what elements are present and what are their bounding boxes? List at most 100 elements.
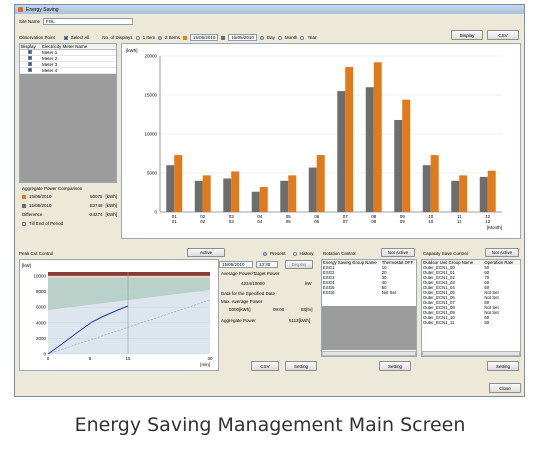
peak-cut-chart: [kW] 10000 8000 6000 4000 2000 00 5 15 30[min] [22,263,213,367]
y-tick-label: 5000 [147,171,158,176]
capacity-setting-button[interactable]: Setting [487,361,519,371]
peak-time-field[interactable]: 13:30 [256,261,278,268]
rotation-row[interactable]: ESG3 30 [322,275,416,280]
meter-list-item[interactable]: Meter 2 [20,56,116,62]
x-tick-label-2: 12 [485,219,491,224]
capacity-scrollbar[interactable] [422,351,520,356]
close-button[interactable]: Close [489,383,521,393]
bar [202,175,211,212]
peak-date-field[interactable]: 15/05/2010 [219,261,253,268]
energy-saving-window: Energy Saving Site Name FOL Observation … [14,4,525,397]
present-history-row: Present History [263,251,314,256]
window-title: Energy Saving [26,6,59,13]
rotation-row[interactable]: ESG1 10 [322,265,416,270]
max-avg-percent: 88[%] [301,307,313,312]
rotation-col2: Thermostat OFF [381,260,414,265]
meter-checkbox[interactable] [28,68,32,72]
x-tick-label-2: 08 [371,219,377,224]
csv-button[interactable]: CSV [487,30,519,40]
max-avg-value: 5000[kWh] [229,307,251,312]
peak-setting-button[interactable]: Setting [285,361,317,371]
x-tick-label-2: 03 [229,219,235,224]
meter-list-item[interactable]: Meter 1 [20,50,116,56]
site-name-field[interactable]: FOL [43,18,134,25]
rotation-value: 10 [381,265,387,270]
date2-picker[interactable]: 15/05/2010 [228,34,257,41]
peak-date-row: 15/05/2010 13:30 [219,261,278,268]
meter-list-item[interactable]: Meter 3 [20,62,116,68]
capacity-row[interactable]: Outer_ECN1_04 50 [422,285,520,290]
meter-checkbox[interactable] [28,62,32,66]
peak-display-button[interactable]: Display [285,260,313,269]
bar [223,178,232,212]
capacity-rate: 70 [484,275,490,280]
display-button[interactable]: Display [451,30,483,40]
capacity-row[interactable]: Outer_ECN1_00 50 [422,265,520,270]
x-tick-label: 04 [257,214,263,219]
one-item-radio[interactable] [135,35,140,40]
x-tick-label: 02 [200,214,206,219]
peak-x-unit: [min] [200,362,210,367]
x-tick-label: 03 [229,214,235,219]
rotation-value: 40 [381,280,387,285]
capacity-row[interactable]: Outer_ECN1_03 60 [422,280,520,285]
rotation-empty-area [322,306,416,350]
bar [394,119,403,212]
month-radio[interactable] [277,35,282,40]
meter-list-header: Display Electricity Meter Name [20,44,116,50]
rotation-setting-button[interactable]: Setting [379,361,411,371]
capacity-row[interactable]: Outer_ECN1_08 Not Set [422,305,520,310]
year-radio[interactable] [300,35,305,40]
aggregate-row-1: 15/05/2010 50075 [kWh] [22,194,117,199]
capacity-row[interactable]: Outer_ECN1_10 60 [422,315,520,320]
aggregate-power-value: 6113[kWh] [289,318,311,323]
bar [316,155,325,212]
meter-list-item[interactable]: Meter 4 [20,68,116,74]
capacity-row[interactable]: Outer_ECN1_05 Not Set [422,290,520,295]
y-axis-unit: [kWh] [126,48,138,53]
peak-y-unit: [kW] [22,263,31,268]
capacity-rate: 50 [484,265,490,270]
y-tick-label: 20000 [144,54,157,59]
app-icon [18,7,23,12]
series1-color-swatch [221,35,226,40]
capacity-rate: 80 [484,300,490,305]
date1-picker[interactable]: 15/05/2010 [189,34,219,41]
history-radio[interactable] [292,251,297,256]
meter-checkbox[interactable] [28,50,32,54]
capacity-row[interactable]: Outer_ECN1_06 Not Set [422,295,520,300]
rotation-row[interactable]: ESG4 40 [322,280,416,285]
avg-target-value: 4234/10000 [241,281,265,286]
title-bar: Energy Saving [15,5,524,14]
rotation-row[interactable]: ESG2 20 [322,270,416,275]
rotation-row[interactable]: ESG6 Not Set [322,290,416,295]
till-end-checkbox[interactable] [22,221,26,226]
max-avg-label: Max. Average Power [221,299,263,304]
capacity-row[interactable]: Outer_ECN1_07 80 [422,300,520,305]
peak-csv-button[interactable]: CSV [251,361,279,371]
present-radio[interactable] [263,251,267,256]
one-item-label: 1 Item [142,35,156,40]
meter-checkbox[interactable] [28,56,32,60]
predicted-trend-line [47,299,211,355]
capacity-row[interactable]: Outer_ECN1_11 50 [422,320,520,325]
agg-unit-2: [kWh] [105,203,117,208]
controls-row: Observation Point Select All No. of Disp… [19,34,317,41]
target-band [48,278,210,310]
capacity-row[interactable]: Outer_ECN1_09 Not Set [422,310,520,315]
capacity-col2: Operation Rate [484,260,514,265]
bar [451,180,460,212]
rotation-value: 20 [381,270,387,275]
rotation-scrollbar[interactable] [322,351,416,356]
capacity-row[interactable]: Outer_ECN1_02 70 [422,275,520,280]
rotation-group-name: ESG2 [323,270,335,275]
two-items-radio[interactable] [158,35,163,40]
max-avg-time: 09:00 [273,307,285,312]
rotation-row[interactable]: ESG5 50 [322,285,416,290]
select-all-checkbox[interactable] [63,35,68,40]
bar [487,170,496,212]
x-tick-label-2: 02 [200,219,206,224]
day-radio[interactable] [259,35,264,40]
rotation-header-row: Energy Saving Group Name Thermostat OFF [322,260,416,265]
capacity-row[interactable]: Outer_ECN1_01 60 [422,270,520,275]
